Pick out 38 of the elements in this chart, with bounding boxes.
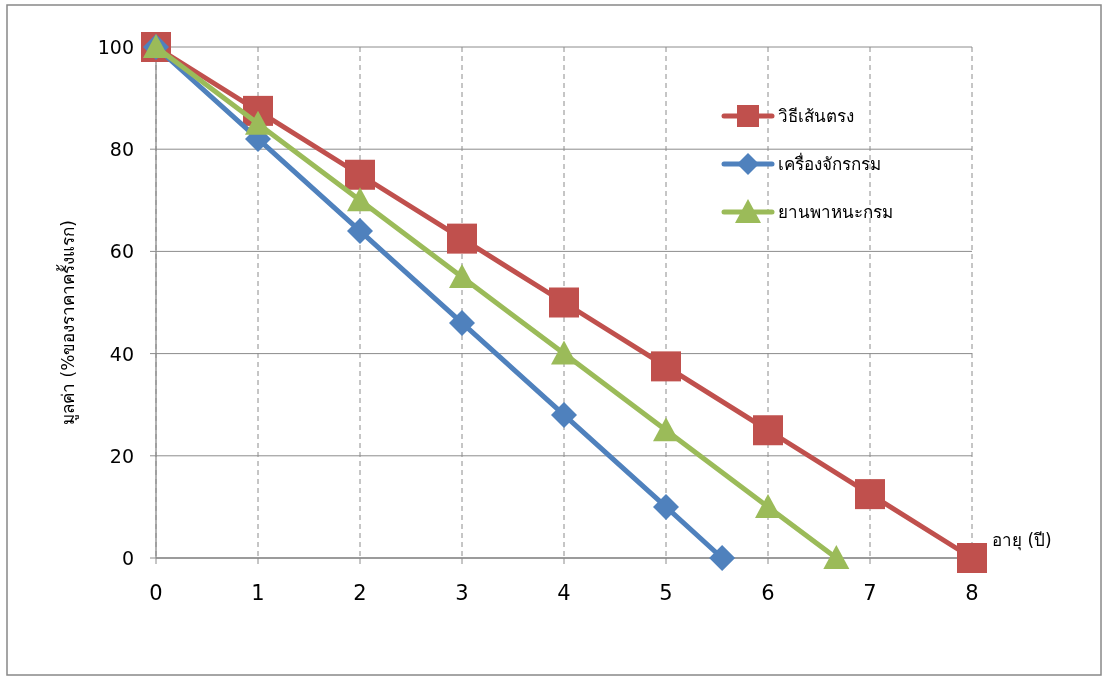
y-axis-title: มูลค่า (%ของราคาครั้งแรก): [56, 220, 79, 425]
point: [347, 217, 373, 244]
point: [449, 309, 475, 336]
point: [653, 417, 679, 442]
y-tick-label: 20: [109, 444, 134, 467]
y-tick-label: 80: [109, 138, 134, 161]
point: [551, 340, 577, 365]
point: [551, 401, 577, 428]
y-tick-label: 100: [97, 36, 134, 58]
point: [345, 159, 375, 190]
x-tick-label: 7: [863, 581, 877, 605]
x-tick-label: 1: [251, 581, 265, 605]
legend-label: วิธีเส้นตรง: [778, 106, 854, 126]
point: [753, 415, 783, 446]
y-tick-label: 0: [121, 547, 134, 569]
point: [549, 287, 579, 318]
x-tick-label: 8: [965, 581, 979, 605]
x-tick-label: 0: [149, 581, 163, 605]
x-tick-label: 5: [659, 581, 673, 605]
point: [653, 493, 679, 520]
legend-label: ยานพาหนะกรม: [778, 202, 893, 222]
legend-label: เครื่องจักรกรม: [778, 152, 881, 174]
x-tick-label: 4: [557, 581, 571, 605]
point: [449, 263, 475, 288]
point: [651, 351, 681, 382]
x-tick-label: 3: [455, 581, 469, 605]
x-axis-title: อายุ (ปี): [992, 530, 1052, 551]
x-tick-label: 2: [353, 581, 367, 605]
point: [855, 479, 885, 510]
point: [957, 543, 987, 573]
y-tick-label: 60: [109, 240, 134, 263]
point: [347, 187, 373, 212]
point: [447, 223, 477, 254]
point: [823, 545, 850, 569]
y-tick-label: 40: [109, 342, 134, 365]
x-tick-label: 6: [761, 581, 775, 605]
point: [709, 545, 736, 571]
point: [755, 493, 781, 518]
